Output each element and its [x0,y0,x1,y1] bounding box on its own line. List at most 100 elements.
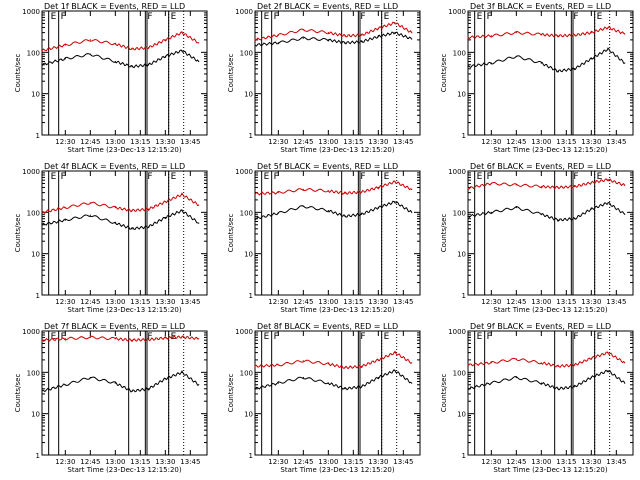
event-marker-label: E [477,332,483,342]
event-marker-label: F [61,332,66,342]
y-tick-label: 10 [31,411,40,419]
series-point [89,214,91,216]
x-tick-label: 13:30 [368,298,388,306]
x-axis-label: Start Time (23-Dec-13 12:15:20) [67,306,181,314]
series-point [574,386,576,388]
series-point [327,210,329,212]
series-point [277,42,279,44]
y-tick-label: 10 [244,251,253,259]
series-point [198,384,200,386]
series-point [302,29,304,31]
series-point [64,384,66,386]
series-point [198,204,200,206]
x-tick-label: 13:15 [343,298,363,306]
series-point [557,219,559,221]
series-point [254,39,256,41]
series-point [277,364,279,366]
series-point [344,192,346,194]
series-point [41,64,43,66]
series-line-events [467,47,625,73]
series-point [148,64,150,66]
y-tick-label: 1 [249,452,253,460]
x-tick-label: 13:30 [581,298,601,306]
x-tick-label: 13:15 [556,138,576,146]
x-tick-label: 12:45 [80,458,100,466]
x-tick-label: 12:45 [293,298,313,306]
event-marker-label: E [51,12,57,22]
x-tick-label: 12:30 [55,298,75,306]
y-tick-label: 1000 [235,168,253,176]
plot-title: Det 6f BLACK = Events, RED = LLD [470,162,611,171]
series-point [89,376,91,379]
plot-frame [41,330,208,456]
event-marker-label: E [51,172,57,182]
plot-title: Det 2f BLACK = Events, RED = LLD [257,2,398,11]
series-point [254,388,256,390]
plot-frame [467,170,634,296]
series-line-lld [41,335,199,343]
series-point [89,39,91,41]
x-tick-label: 12:45 [293,138,313,146]
series-point [254,365,256,367]
series-point [411,382,413,384]
y-tick-label: 100 [240,369,253,377]
series-point [148,208,150,210]
subplot-1: Det 1f BLACK = Events, RED = LLD 1 10 100 10… [14,2,208,154]
series-point [327,39,329,41]
series-point [131,66,133,68]
series-point [490,362,492,364]
x-tick-label: 13:30 [581,138,601,146]
y-tick-label: 1 [249,132,253,140]
x-tick-label: 13:15 [556,458,576,466]
x-tick-label: 12:30 [481,138,501,146]
y-axis-label: Counts/sec [227,374,235,413]
event-marker-label: F [573,172,578,182]
y-tick-label: 10 [244,411,253,419]
series-line-events [254,369,412,391]
x-axis-label: Start Time (23-Dec-13 12:15:20) [67,466,181,474]
event-marker-label: F [61,12,66,22]
series-point [607,352,609,354]
subplot-9: Det 9f BLACK = Events, RED = LLD 1 10 100 10… [440,322,634,474]
series-point [277,212,279,214]
event-marker-label: F [487,172,492,182]
series-point [394,32,396,34]
subplot-8: Det 8f BLACK = Events, RED = LLD 1 10 100 10… [227,322,421,474]
series-point [624,62,626,64]
series-point [607,178,609,181]
subplot-4: Det 4f BLACK = Events, RED = LLD 1 10 100 10… [14,162,208,314]
series-point [64,58,66,60]
series-point [590,32,592,34]
event-marker-label: F [274,332,279,342]
x-tick-label: 13:00 [318,298,338,306]
series-point [164,216,166,219]
plot-frame [467,10,634,136]
event-marker-label: E [264,332,270,342]
plot-title: Det 5f BLACK = Events, RED = LLD [257,162,398,171]
y-tick-label: 1000 [22,8,40,16]
series-point [607,48,609,50]
series-line-lld [467,25,625,40]
series-point [148,226,150,228]
x-tick-label: 13:00 [531,138,551,146]
series-line-events [41,209,199,230]
subplot-2: Det 2f BLACK = Events, RED = LLD 1 10 100 10… [227,2,421,154]
series-point [361,191,363,193]
x-tick-label: 13:00 [105,298,125,306]
x-tick-label: 13:00 [105,458,125,466]
series-point [624,184,626,186]
series-point [394,201,396,203]
subplot-5: Det 5f BLACK = Events, RED = LLD 1 10 100 10… [227,162,421,314]
plot-title: Det 7f BLACK = Events, RED = LLD [44,322,185,331]
series-point [624,382,626,384]
series-point [590,208,592,210]
x-axis-label: Start Time (23-Dec-13 12:15:20) [493,306,607,314]
x-tick-label: 13:15 [130,138,150,146]
series-point [344,42,346,44]
event-marker-label: E [384,332,390,342]
series-point [557,35,559,37]
y-axis-label: Counts/sec [440,54,448,93]
series-line-lld [41,31,199,52]
y-tick-label: 10 [244,91,253,99]
series-point [377,186,379,189]
